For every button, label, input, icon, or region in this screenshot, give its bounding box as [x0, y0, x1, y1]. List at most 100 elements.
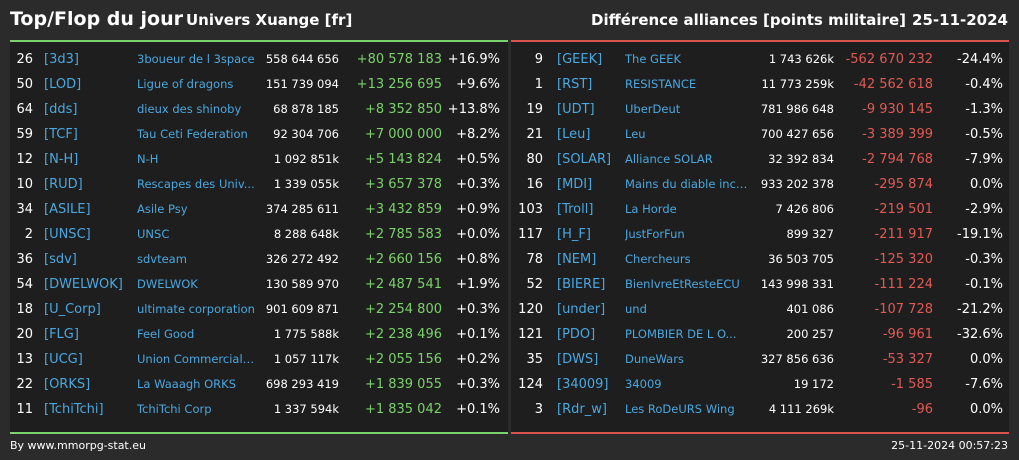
alliance-rank: 18 [16, 302, 33, 317]
percent-change: -1.3% [965, 102, 1003, 117]
alliance-rank: 35 [526, 352, 543, 367]
percent-change: +8.2% [456, 127, 500, 142]
alliance-name-link[interactable]: DWELWOK [137, 277, 198, 291]
alliance-tag-link[interactable]: [TCF] [44, 127, 78, 142]
alliance-tag-link[interactable]: [TchiTchi] [44, 402, 104, 417]
alliance-tag-link[interactable]: [Leu] [557, 127, 591, 142]
alliance-tag-link[interactable]: [U_Corp] [44, 302, 101, 317]
alliance-name-link[interactable]: und [625, 302, 647, 316]
alliance-name-link[interactable]: Leu [625, 127, 646, 141]
percent-change: -19.1% [957, 227, 1003, 242]
alliance-tag-link[interactable]: [NEM] [557, 252, 597, 267]
alliance-tag-link[interactable]: [34009] [557, 377, 609, 392]
alliance-tag-link[interactable]: [ORKS] [44, 377, 91, 392]
alliance-name-link[interactable]: 3boueur de l 3space [137, 52, 255, 66]
top-alliance-row: 20 [FLG] Feel Good 1 775 588k +2 238 496 +0.1… [10, 322, 508, 347]
percent-change: +0.5% [456, 152, 500, 167]
top-alliance-row: 13 [UCG] Union Commerciale... 1 057 117k +2 … [10, 347, 508, 372]
alliance-rank: 22 [16, 377, 33, 392]
alliance-name-link[interactable]: PLOMBIER DE L O... [625, 327, 737, 341]
alliance-name-link[interactable]: Les RoDeURS Wing [625, 402, 735, 416]
percent-change: -21.2% [957, 302, 1003, 317]
alliance-tag-link[interactable]: [Rdr_w] [557, 402, 607, 417]
alliance-tag-link[interactable]: [3d3] [44, 52, 79, 67]
percent-change: +0.3% [456, 177, 500, 192]
alliance-points: 36 503 705 [768, 252, 834, 266]
alliance-tag-link[interactable]: [ASILE] [44, 202, 91, 217]
points-difference: -125 320 [874, 252, 933, 267]
percent-change: -7.9% [965, 152, 1003, 167]
alliance-name-link[interactable]: La Horde [625, 202, 677, 216]
alliance-tag-link[interactable]: [N-H] [44, 152, 79, 167]
alliance-name-link[interactable]: dieux des shinoby [137, 102, 242, 116]
alliance-points: 558 644 656 [265, 52, 339, 66]
alliance-name-link[interactable]: Ligue of dragons [137, 77, 234, 91]
alliance-tag-link[interactable]: [MDI] [557, 177, 593, 192]
panel-divider [508, 40, 511, 432]
alliance-name-link[interactable]: La Waaagh ORKS [137, 377, 237, 391]
alliance-tag-link[interactable]: [LOD] [44, 77, 82, 92]
alliance-name-link[interactable]: Asile Psy [137, 202, 188, 216]
points-difference: +3 432 859 [364, 202, 442, 217]
alliance-name-link[interactable]: TchiTchi Corp [137, 402, 212, 416]
alliance-tag-link[interactable]: [SOLAR] [557, 152, 612, 167]
alliance-name-link[interactable]: Tau Ceti Federation [137, 127, 248, 141]
alliance-tag-link[interactable]: [GEEK] [557, 52, 603, 67]
percent-change: +0.1% [456, 327, 500, 342]
alliance-name-link[interactable]: The GEEK [625, 52, 682, 66]
footer-source: By www.mmorpg-stat.eu [10, 439, 146, 452]
alliance-name-link[interactable]: Alliance SOLAR [625, 152, 713, 166]
alliance-tag-link[interactable]: [UNSC] [44, 227, 91, 242]
alliance-name-link[interactable]: 34009 [625, 377, 662, 391]
alliance-name-link[interactable]: N-H [137, 152, 159, 166]
alliance-name-link[interactable]: Chercheurs [625, 252, 691, 266]
alliance-tag-link[interactable]: [dds] [44, 102, 78, 117]
alliance-rank: 124 [518, 377, 543, 392]
percent-change: +1.9% [456, 277, 500, 292]
alliance-name-link[interactable]: JustForFun [625, 227, 685, 241]
alliance-tag-link[interactable]: [FLG] [44, 327, 79, 342]
alliance-name-link[interactable]: UNSC [137, 227, 170, 241]
alliance-name-link[interactable]: RESISTANCE [625, 77, 697, 91]
alliance-name-link[interactable]: Mains du diable inco... [625, 177, 753, 191]
alliance-tag-link[interactable]: [DWELWOK] [44, 277, 123, 292]
alliance-name-link[interactable]: Rescapes des Univ... [137, 177, 255, 191]
alliance-tag-link[interactable]: [BIERE] [557, 277, 606, 292]
alliance-name-link[interactable]: ultimate corporation [137, 302, 255, 316]
alliance-rank: 10 [16, 177, 33, 192]
alliance-points: 143 998 331 [760, 277, 834, 291]
alliance-tag-link[interactable]: [under] [557, 302, 606, 317]
flop-alliance-row: 103 [Troll] La Horde 7 426 806 -219 501 -2.9% [511, 197, 1009, 222]
alliance-points: 1 743 626k [768, 52, 834, 66]
alliance-tag-link[interactable]: [UCG] [44, 352, 83, 367]
alliance-name-link[interactable]: BienIvreEtResteECU [625, 277, 740, 291]
points-difference: -2 794 768 [862, 152, 933, 167]
footer-timestamp: 25-11-2024 00:57:23 [891, 439, 1008, 452]
alliance-points: 374 285 611 [265, 202, 339, 216]
alliance-tag-link[interactable]: [PDO] [557, 327, 596, 342]
alliance-name-link[interactable]: sdvteam [137, 252, 187, 266]
alliance-tag-link[interactable]: [Troll] [557, 202, 594, 217]
alliance-rank: 19 [526, 102, 543, 117]
flop-alliance-row: 16 [MDI] Mains du diable inco... 933 202 37… [511, 172, 1009, 197]
alliance-name-link[interactable]: DuneWars [625, 352, 684, 366]
alliance-points: 1 775 588k [273, 327, 339, 341]
points-difference: +2 238 496 [364, 327, 442, 342]
percent-change: +0.1% [456, 402, 500, 417]
alliance-rank: 54 [16, 277, 33, 292]
alliance-tag-link[interactable]: [UDT] [557, 102, 595, 117]
alliance-name-link[interactable]: Union Commerciale... [137, 352, 259, 366]
alliance-points: 326 272 492 [265, 252, 339, 266]
alliance-rank: 1 [534, 77, 543, 92]
alliance-tag-link[interactable]: [H_F] [557, 227, 591, 242]
alliance-tag-link[interactable]: [sdv] [44, 252, 77, 267]
flop-alliance-row: 80 [SOLAR] Alliance SOLAR 32 392 834 -2 794 … [511, 147, 1009, 172]
alliance-name-link[interactable]: UberDeut [625, 102, 681, 116]
alliance-tag-link[interactable]: [RST] [557, 77, 593, 92]
alliance-name-link[interactable]: Feel Good [137, 327, 195, 341]
top-panel-underline [10, 432, 508, 434]
points-difference: +5 143 824 [364, 152, 442, 167]
alliance-tag-link[interactable]: [RUD] [44, 177, 83, 192]
alliance-tag-link[interactable]: [DWS] [557, 352, 599, 367]
points-difference: +2 254 800 [364, 302, 442, 317]
